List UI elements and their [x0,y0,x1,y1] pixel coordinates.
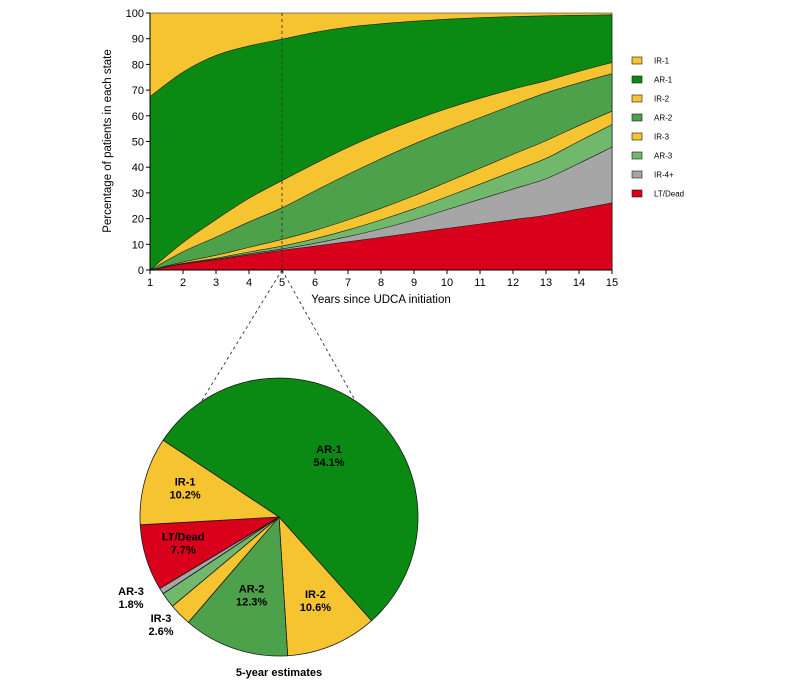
y-tick-label: 70 [132,85,144,97]
x-tick-label: 15 [606,277,618,289]
x-tick-label: 1 [147,277,153,289]
x-tick-label: 7 [345,277,351,289]
pie-label-value-ar-2: 12.3% [236,597,267,609]
legend-swatch [631,170,643,179]
pie-label-value-ir-3: 2.6% [148,626,173,638]
y-tick-label: 40 [132,162,144,174]
legend-label: IR-1 [654,57,670,66]
pie-label-value-ir-2: 10.6% [300,602,331,614]
x-tick-label: 11 [474,277,485,289]
y-tick-label: 0 [138,265,144,277]
legend-swatch [631,189,643,198]
pie-label-value-ar-3: 1.8% [118,599,143,611]
x-tick-label: 13 [540,277,552,289]
pie-label-name-ar-1: AR-1 [316,444,342,456]
x-tick-label: 4 [246,277,252,289]
legend-label: IR-2 [654,95,670,104]
legend-swatch [631,151,643,160]
legend-label: LT/Dead [654,190,684,199]
pie-label-name-ar-2: AR-2 [239,584,265,596]
pie-slice-ir-1 [139,439,281,526]
pie-slice-ir-2 [278,515,373,657]
stacked-area-bands [149,12,613,271]
x-tick-label: 10 [441,277,453,289]
legend-label: IR-4+ [654,171,674,180]
pie-label-name-ar-3: AR-3 [118,586,144,598]
y-tick-label: 20 [132,214,144,226]
y-axis-title: Percentage of patients in each state [102,49,114,232]
x-tick-label: 3 [213,277,219,289]
pie-label-value-ar-1: 54.1% [313,457,344,469]
y-tick-label: 90 [132,34,144,46]
legend-label: AR-2 [654,114,673,123]
zoom-connector-lines [200,269,357,403]
y-tick-label: 60 [132,111,144,123]
y-tick-label: 80 [132,59,144,71]
pie-chart [139,377,419,657]
x-tick-label: 12 [507,277,519,289]
legend-swatch [631,94,643,103]
y-tick-label: 50 [132,137,144,149]
pie-chart-title: 5-year estimates [236,667,322,679]
x-tick-label: 6 [312,277,318,289]
pie-slice-ar-2 [187,515,289,657]
connector-line-left [200,269,283,403]
y-tick-label: 100 [126,8,144,20]
x-tick-label: 14 [573,277,585,289]
y-tick-label: 10 [132,239,144,251]
legend-label: IR-3 [654,133,670,142]
pie-label-name-lt-dead: LT/Dead [162,531,205,543]
pie-label-name-ir-2: IR-2 [305,589,326,601]
legend-swatch [631,132,643,141]
connector-line-right [281,269,357,403]
legend-swatch [631,75,643,84]
pie-label-name-ir-3: IR-3 [151,613,172,625]
legend-label: AR-1 [654,76,673,85]
y-tick-label: 30 [132,188,144,200]
area-band-lt-dead-0 [149,202,613,271]
pie-label-value-ir-1: 10.2% [169,490,200,502]
legend-swatch [631,113,643,122]
pie-slice-labels: AR-154.1%IR-210.6%AR-212.3%IR-32.6%AR-31… [118,444,345,638]
x-tick-label: 5 [279,277,285,289]
area-chart-legend: IR-1 AR-1 IR-2 AR-2 IR-3 AR-3 IR-4+ LT/Dead [631,56,684,199]
x-axis-title: Years since UDCA initiation [311,294,451,306]
pie-slice-ar-1 [162,377,419,622]
x-tick-label: 2 [180,277,186,289]
legend-label: AR-3 [654,152,673,161]
pie-label-name-ir-1: IR-1 [175,477,196,489]
x-tick-label: 9 [411,277,417,289]
pie-label-value-lt-dead: 7.7% [171,544,196,556]
x-tick-label: 8 [378,277,384,289]
legend-swatch [631,56,643,65]
